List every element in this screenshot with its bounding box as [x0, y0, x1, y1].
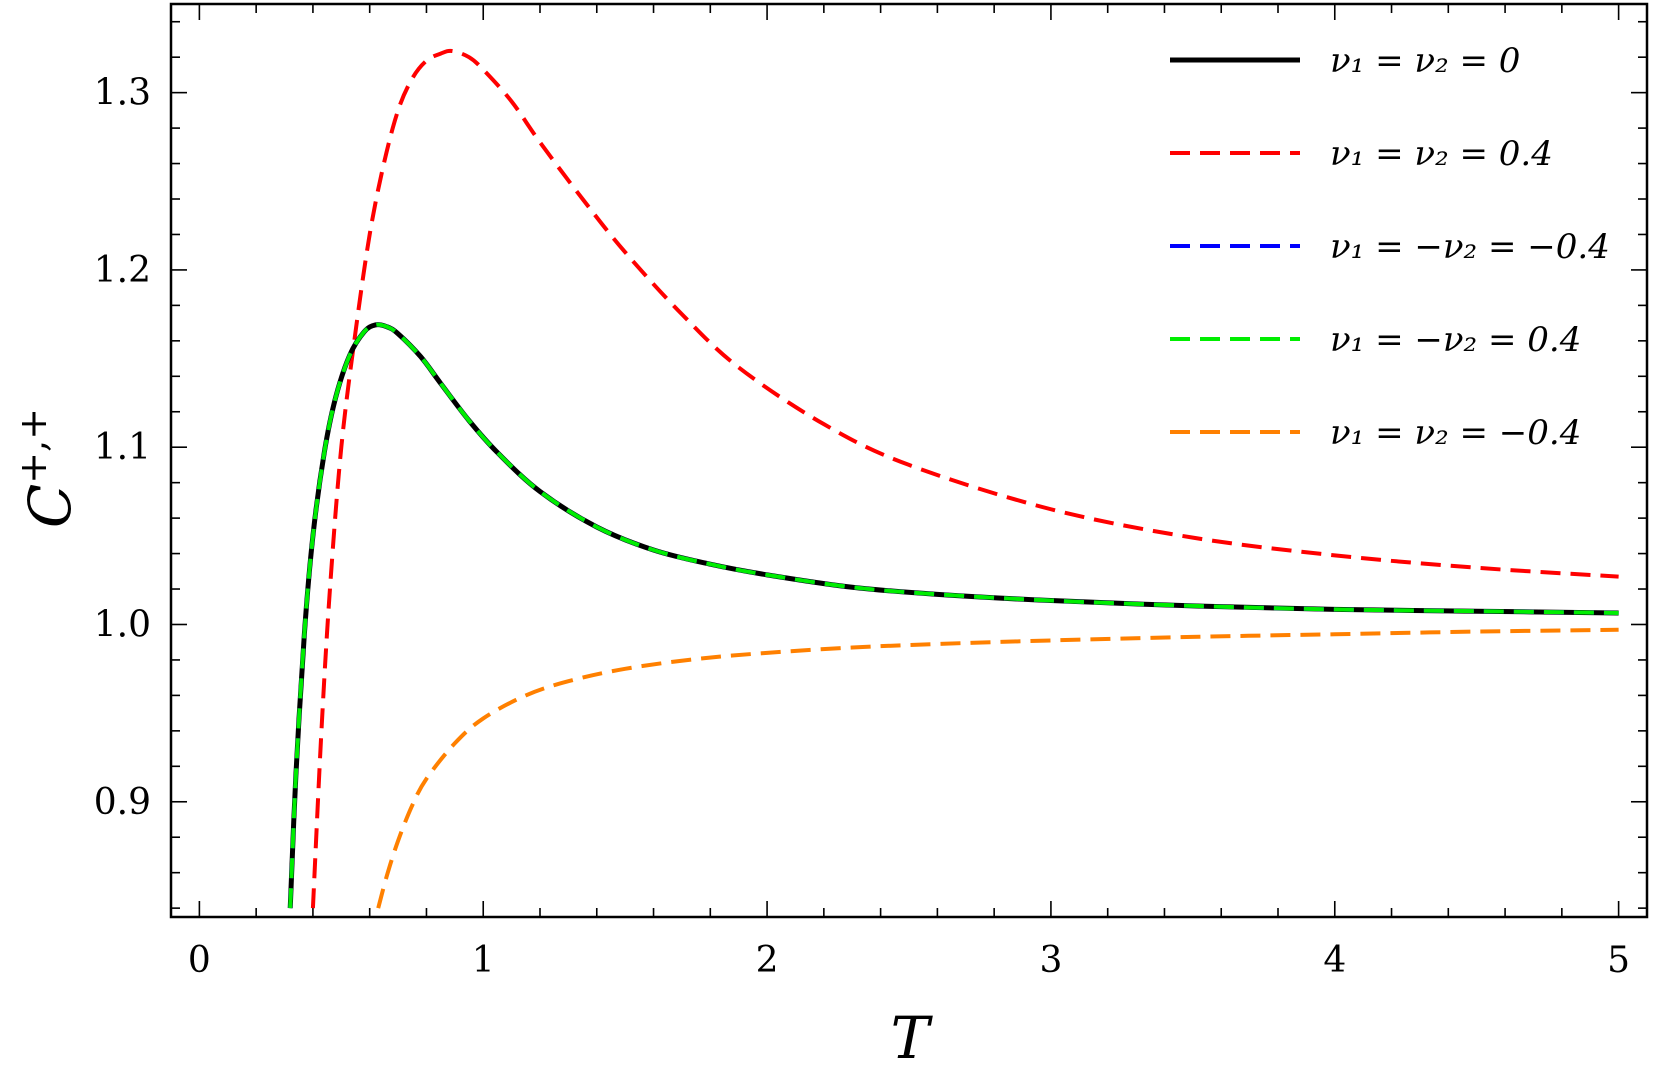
y-axis-title-main: C: [16, 484, 84, 528]
x-tick-label: 5: [1607, 940, 1630, 981]
x-tick-label: 3: [1039, 940, 1062, 981]
y-tick-label: 1.3: [94, 73, 151, 114]
y-tick-label: 1.1: [94, 427, 151, 468]
x-tick-label: 2: [756, 940, 779, 981]
x-tick-label: 0: [188, 940, 211, 981]
x-tick-label: 1: [472, 940, 495, 981]
series-lines: [287, 48, 1619, 909]
series-line-1: [310, 48, 1619, 909]
y-axis-title-superscript: +,+: [11, 408, 55, 484]
series-line-4: [376, 627, 1619, 909]
y-tick-label: 1.2: [94, 250, 151, 291]
legend-label-2: ν₁ = −ν₂ = −0.4: [1330, 227, 1610, 267]
y-axis-title: C+,+: [11, 408, 84, 528]
legend: ν₁ = ν₂ = 0 ν₁ = ν₂ = 0.4 ν₁ = −ν₂ = −0.4 ν…: [1170, 41, 1610, 453]
legend-label-1: ν₁ = ν₂ = 0.4: [1330, 134, 1553, 174]
axis-ticks: [171, 4, 1647, 917]
legend-label-4: ν₁ = ν₂ = −0.4: [1330, 413, 1581, 453]
legend-label-0: ν₁ = ν₂ = 0: [1330, 41, 1520, 81]
y-tick-label: 0.9: [94, 782, 151, 823]
axis-tick-labels: 0 1 2 3 4 5 0.9 1.0 1.1 1.2 1.3: [94, 73, 1630, 981]
svg-text:C+,+: C+,+: [11, 408, 84, 528]
x-axis-title: T: [891, 1004, 934, 1068]
x-tick-label: 4: [1323, 940, 1346, 981]
plot-frame: [169, 2, 1649, 919]
y-tick-label: 1.0: [94, 604, 151, 645]
series-line-3: [288, 322, 1619, 909]
legend-label-3: ν₁ = −ν₂ = 0.4: [1330, 320, 1581, 360]
